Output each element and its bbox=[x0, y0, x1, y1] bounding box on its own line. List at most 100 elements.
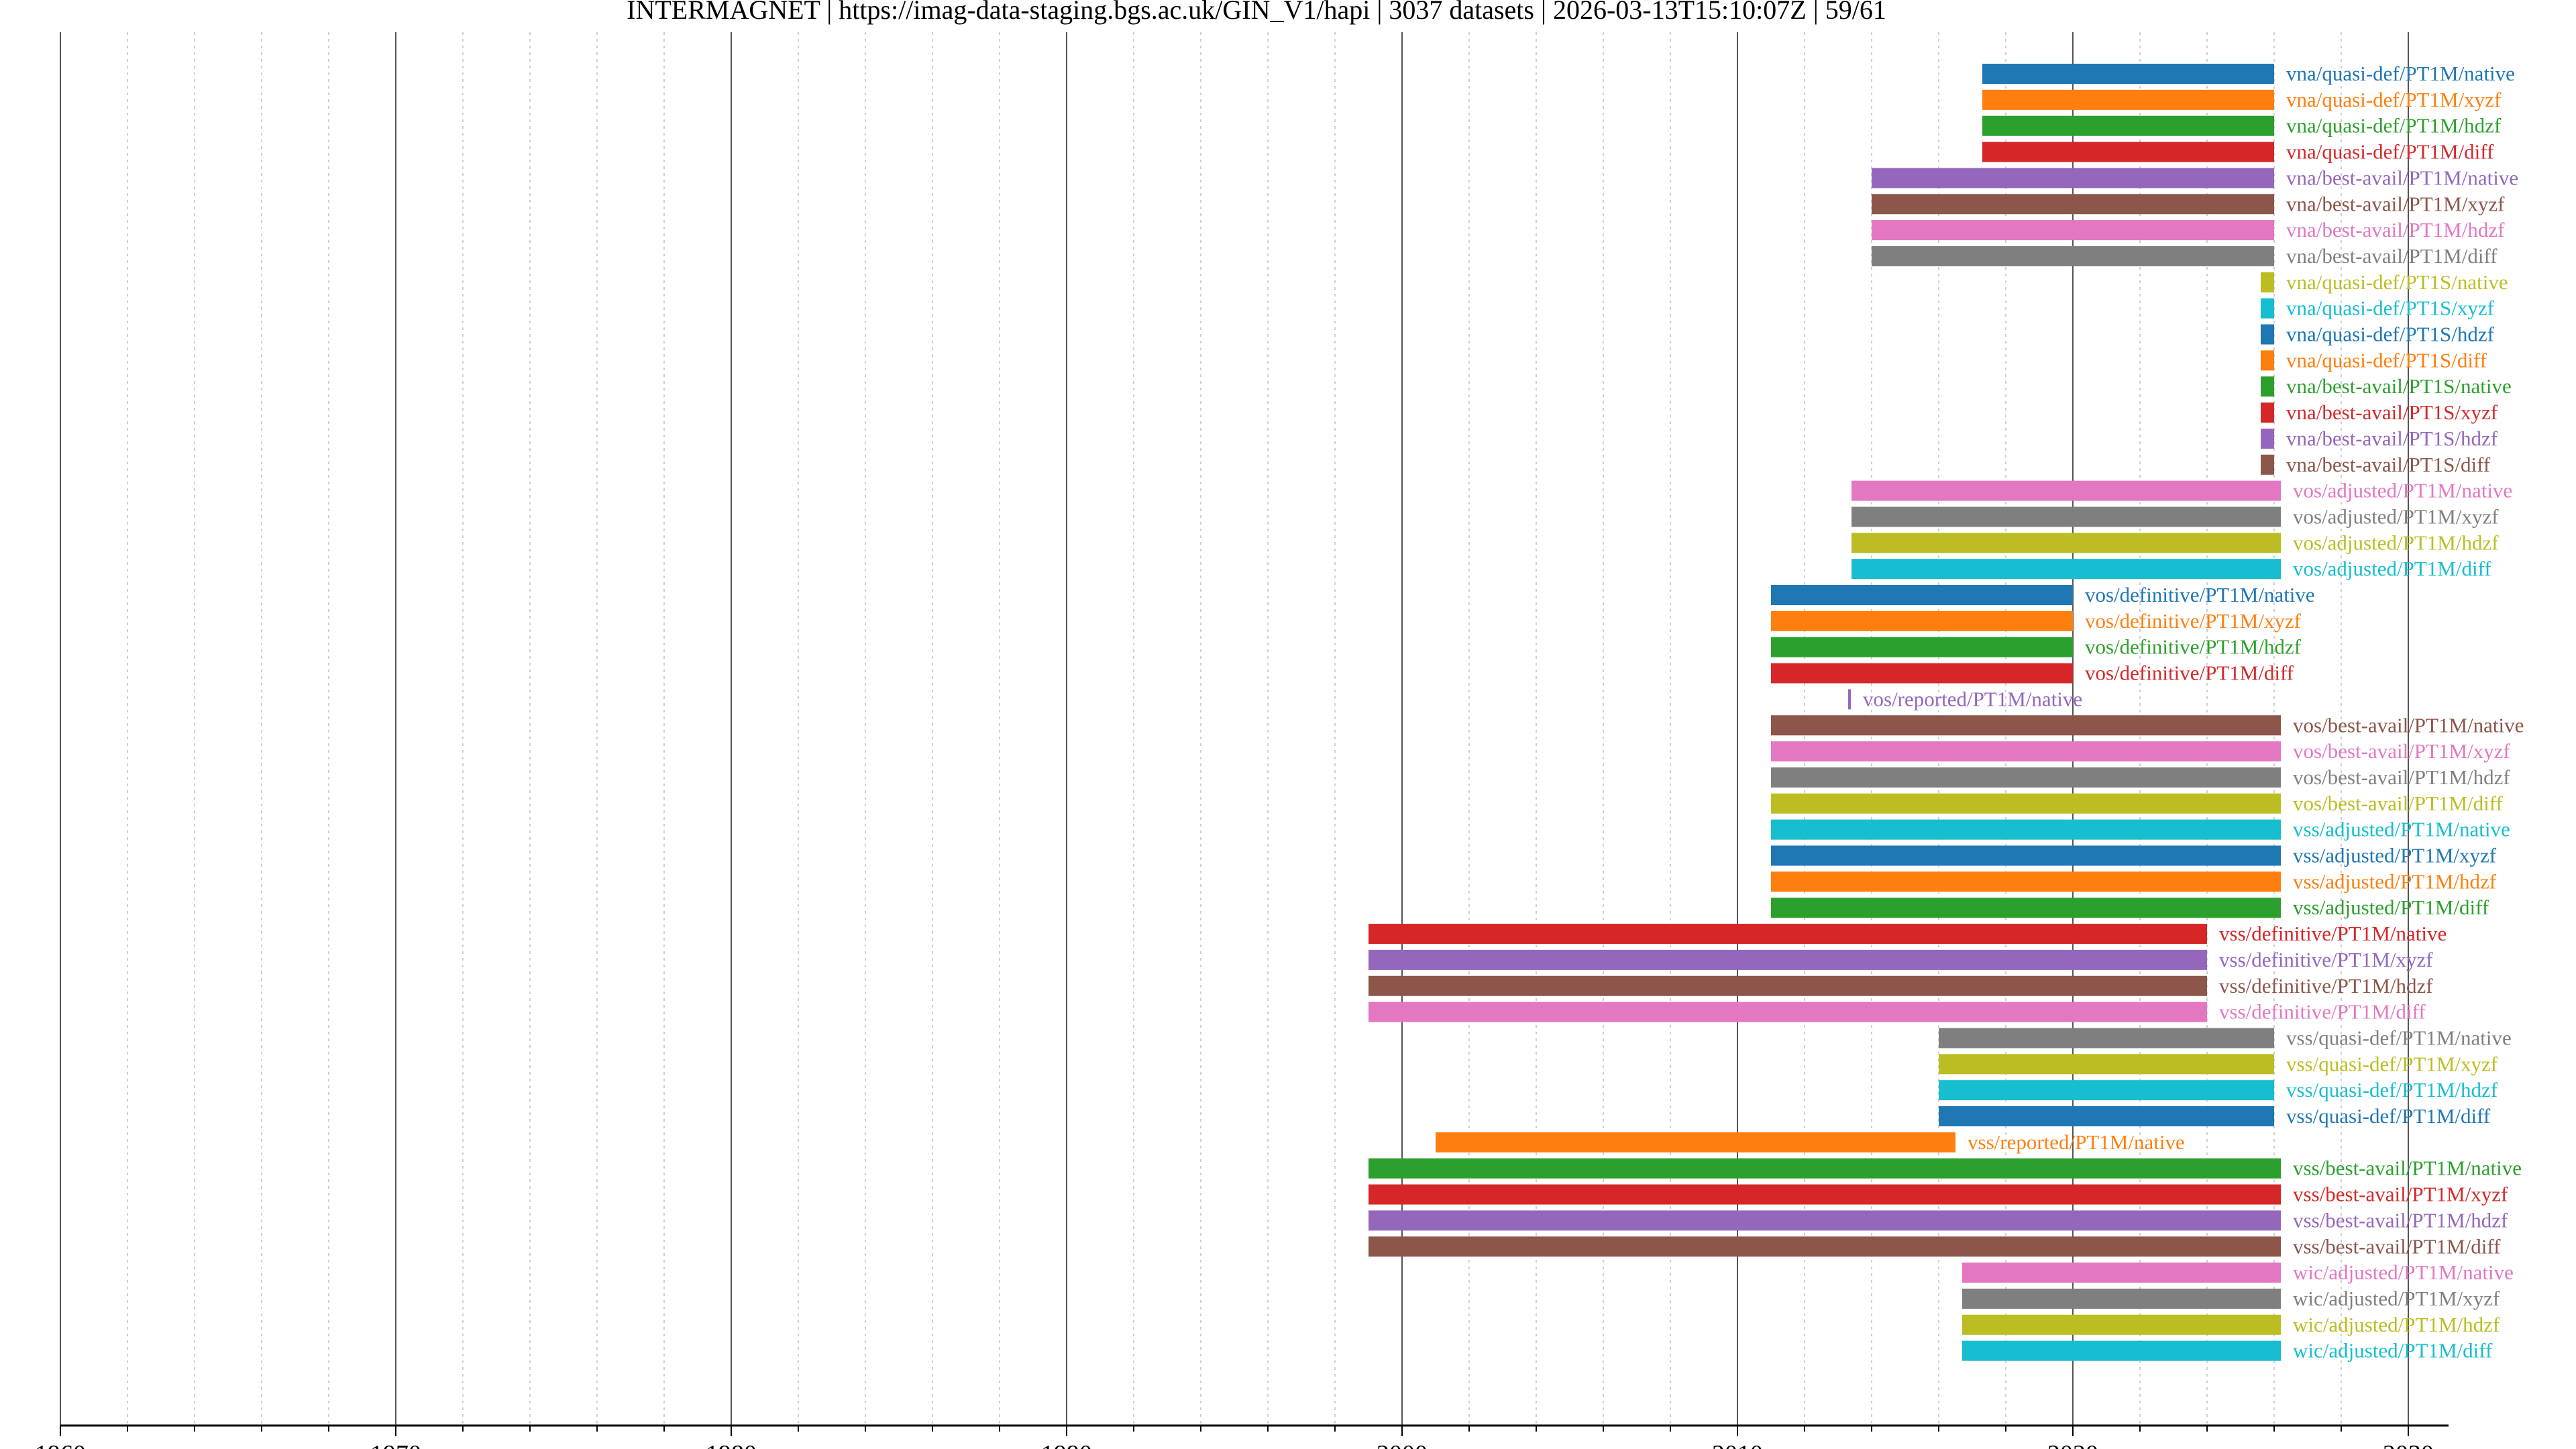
bar-label: vss/adjusted/PT1M/hdzf bbox=[2293, 869, 2497, 893]
timeline-bar bbox=[1851, 559, 2281, 580]
timeline-bar bbox=[1939, 1106, 2274, 1126]
x-tick-label: 1960 bbox=[35, 1440, 86, 1449]
timeline-bar bbox=[1771, 585, 2073, 605]
timeline-bar bbox=[2261, 454, 2274, 475]
timeline-bar bbox=[2261, 402, 2274, 423]
bar-label: vss/quasi-def/PT1M/native bbox=[2286, 1026, 2512, 1049]
bar-label: vos/best-avail/PT1M/hdzf bbox=[2293, 765, 2510, 789]
x-tick-label: 2020 bbox=[2047, 1440, 2098, 1449]
timeline-bar bbox=[1368, 949, 2207, 970]
bar-label: vna/quasi-def/PT1S/xyzf bbox=[2286, 297, 2495, 320]
timeline-bar bbox=[1368, 1210, 2281, 1231]
timeline-bar bbox=[2261, 298, 2274, 319]
timeline-bar bbox=[1771, 845, 2281, 866]
x-tick-label: 2000 bbox=[1377, 1440, 1428, 1449]
timeline-bar bbox=[2261, 376, 2274, 397]
bar-label: wic/adjusted/PT1M/native bbox=[2293, 1260, 2514, 1284]
bar-label: vss/definitive/PT1M/diff bbox=[2219, 1000, 2426, 1024]
bar-label: vss/quasi-def/PT1M/xyzf bbox=[2286, 1052, 2498, 1075]
timeline-bar bbox=[2261, 272, 2274, 292]
timeline-bar bbox=[2261, 324, 2274, 345]
bar-label: vna/quasi-def/PT1S/hdzf bbox=[2286, 323, 2495, 346]
bar-label: vna/best-avail/PT1M/xyzf bbox=[2286, 192, 2505, 215]
bar-label: vna/quasi-def/PT1M/hdzf bbox=[2286, 114, 2502, 138]
bars: vna/quasi-def/PT1M/native vna/quasi-def/P… bbox=[1368, 62, 2524, 1362]
bar-label: vna/quasi-def/PT1S/native bbox=[2286, 270, 2508, 294]
x-tick-label: 1970 bbox=[370, 1440, 421, 1449]
timeline-bar bbox=[1939, 1054, 2274, 1075]
bar-label: vss/quasi-def/PT1M/diff bbox=[2286, 1104, 2491, 1128]
timeline-bar bbox=[1771, 715, 2281, 736]
timeline-bar bbox=[1851, 480, 2281, 501]
bar-label: vna/best-avail/PT1M/hdzf bbox=[2286, 218, 2505, 241]
bar-label: vss/adjusted/PT1M/diff bbox=[2293, 896, 2489, 919]
timeline-bar bbox=[1962, 1263, 2281, 1283]
bar-label: vna/quasi-def/PT1M/xyzf bbox=[2286, 88, 2502, 111]
bar-label: vna/quasi-def/PT1M/diff bbox=[2286, 140, 2494, 164]
bar-label: wic/adjusted/PT1M/diff bbox=[2293, 1339, 2493, 1362]
timeline-bar bbox=[1851, 506, 2281, 527]
timeline-bar bbox=[1771, 871, 2281, 892]
bar-label: vos/definitive/PT1M/hdzf bbox=[2085, 635, 2302, 659]
bar-label: vss/adjusted/PT1M/native bbox=[2293, 818, 2510, 841]
bar-label: wic/adjusted/PT1M/hdzf bbox=[2293, 1313, 2500, 1336]
timeline-bar bbox=[1962, 1288, 2281, 1309]
bar-label: vss/best-avail/PT1M/native bbox=[2293, 1157, 2522, 1180]
x-tick-label: 2010 bbox=[1712, 1440, 1763, 1449]
timeline-bar bbox=[1368, 1236, 2281, 1257]
bar-label: vos/best-avail/PT1M/xyzf bbox=[2293, 739, 2510, 763]
timeline-bar bbox=[1771, 793, 2281, 814]
bar-label: vna/best-avail/PT1S/hdzf bbox=[2286, 427, 2498, 450]
bar-label: vna/quasi-def/PT1S/diff bbox=[2286, 348, 2487, 372]
timeline-bar bbox=[1848, 689, 1851, 710]
bar-label: vos/definitive/PT1M/diff bbox=[2085, 661, 2294, 685]
bar-label: vna/quasi-def/PT1M/native bbox=[2286, 62, 2515, 85]
x-tick-label: 2030 bbox=[2383, 1440, 2434, 1449]
timeline-bar bbox=[1939, 1080, 2274, 1101]
timeline-bar bbox=[1771, 663, 2073, 684]
bar-label: vss/best-avail/PT1M/hdzf bbox=[2293, 1208, 2508, 1232]
chart-title: INTERMAGNET | https://imag-data-staging.… bbox=[627, 0, 1886, 25]
timeline-bar bbox=[1962, 1340, 2281, 1361]
timeline-bar bbox=[1771, 819, 2281, 840]
timeline-bar bbox=[1771, 767, 2281, 788]
bar-label: vna/best-avail/PT1S/xyzf bbox=[2286, 400, 2498, 424]
timeline-bar bbox=[1872, 246, 2274, 266]
bar-label: vos/adjusted/PT1M/hdzf bbox=[2293, 531, 2499, 554]
timeline-bar bbox=[1368, 924, 2207, 945]
x-tick-label: 1980 bbox=[706, 1440, 757, 1449]
bar-label: vss/reported/PT1M/native bbox=[1968, 1130, 2185, 1154]
timeline-bar bbox=[1982, 142, 2274, 162]
bar-label: vos/definitive/PT1M/xyzf bbox=[2085, 609, 2302, 633]
bar-label: vos/reported/PT1M/native bbox=[1863, 687, 2082, 710]
timeline-bar bbox=[1872, 220, 2274, 241]
timeline-bar bbox=[1368, 1002, 2207, 1022]
bar-label: vos/best-avail/PT1M/native bbox=[2293, 713, 2524, 737]
bar-label: vss/adjusted/PT1M/xyzf bbox=[2293, 844, 2497, 867]
bar-label: vna/best-avail/PT1S/native bbox=[2286, 374, 2512, 398]
bar-label: vna/best-avail/PT1M/native bbox=[2286, 166, 2518, 189]
x-tick-label: 1990 bbox=[1041, 1440, 1092, 1449]
bar-label: vna/best-avail/PT1M/diff bbox=[2286, 244, 2498, 268]
timeline-bar bbox=[1436, 1132, 1955, 1152]
timeline-bar bbox=[1771, 898, 2281, 918]
timeline-bar bbox=[1872, 168, 2274, 189]
timeline-bar bbox=[1872, 194, 2274, 215]
bar-label: vss/definitive/PT1M/native bbox=[2219, 922, 2447, 945]
bar-label: vss/quasi-def/PT1M/hdzf bbox=[2286, 1078, 2498, 1102]
bar-label: vss/best-avail/PT1M/xyzf bbox=[2293, 1183, 2508, 1206]
bar-label: vos/definitive/PT1M/native bbox=[2085, 583, 2315, 606]
timeline-bar bbox=[1962, 1314, 2281, 1335]
bar-label: vss/definitive/PT1M/xyzf bbox=[2219, 948, 2433, 971]
timeline-bar bbox=[1851, 533, 2281, 553]
bar-label: vos/best-avail/PT1M/diff bbox=[2293, 792, 2504, 815]
bar-label: vos/adjusted/PT1M/native bbox=[2293, 479, 2512, 502]
timeline-bar bbox=[2261, 428, 2274, 449]
timeline-bar bbox=[1939, 1028, 2274, 1049]
bar-label: vss/definitive/PT1M/hdzf bbox=[2219, 974, 2433, 998]
timeline-bar bbox=[1982, 115, 2274, 136]
timeline-bar bbox=[1771, 637, 2073, 657]
x-axis: 1960 1970 1980 1990 2000 2010 2020 2030 bbox=[35, 1424, 2449, 1449]
timeline-bar bbox=[2261, 350, 2274, 371]
